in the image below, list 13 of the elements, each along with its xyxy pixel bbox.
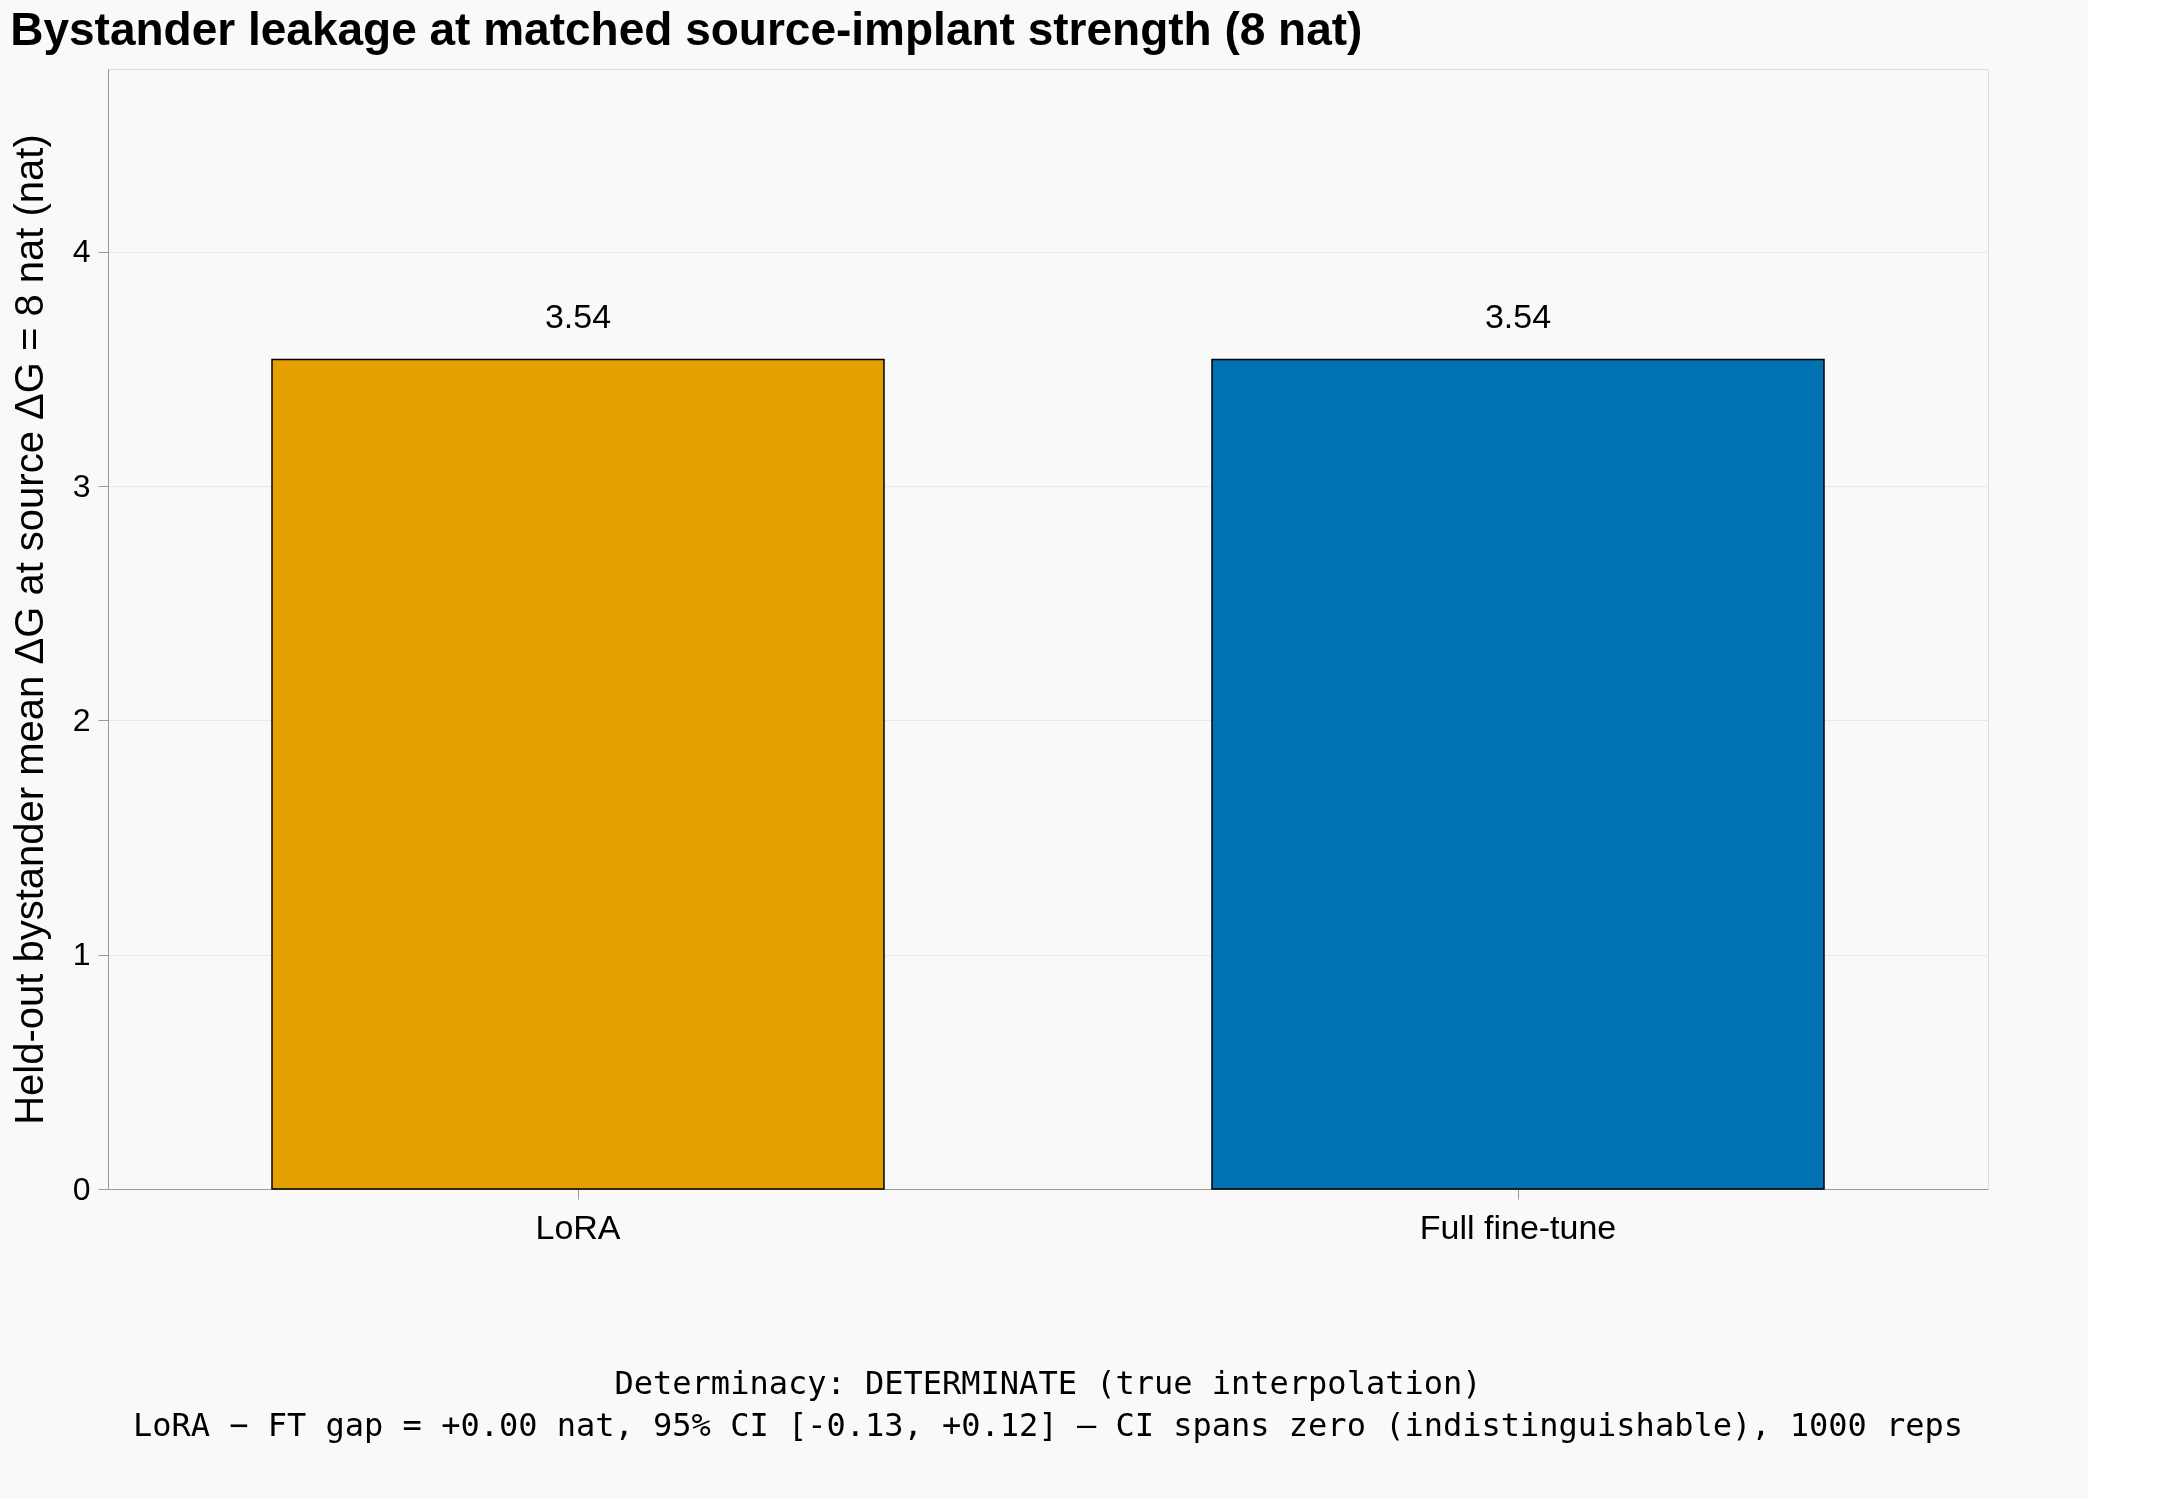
- y-tick-label: 0: [72, 1170, 91, 1207]
- y-tick-label: 2: [72, 701, 91, 738]
- y-tick-label: 1: [72, 936, 91, 973]
- chart-title: Bystander leakage at matched source-implant strength (8 nat): [10, 3, 1363, 55]
- data-label: 3.54: [544, 296, 612, 335]
- data-label: 3.54: [1484, 296, 1552, 335]
- x-tick-label: Full fine-tune: [1419, 1207, 1617, 1246]
- y-axis-title: Held-out bystander mean ΔG at source ΔG = 8 nat (nat): [6, 134, 51, 1125]
- y-tick-label: 4: [72, 233, 91, 270]
- text: LoRA − FT gap = +0.00 nat, 95% CI [-0.13, +0.12] — CI spans zero (indistinguishable), 1000 reps: [132, 1406, 1964, 1444]
- y-tick-label: 3: [72, 467, 91, 504]
- x-tick-label: LoRA: [535, 1207, 621, 1246]
- text: Determinacy: DETERMINATE (true interpolation): [614, 1364, 1482, 1402]
